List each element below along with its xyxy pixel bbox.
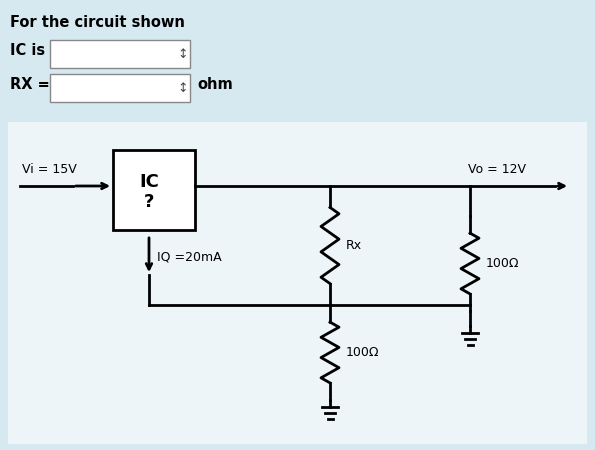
Text: Rx: Rx bbox=[346, 239, 362, 252]
Bar bbox=[113, 150, 195, 230]
Text: 100Ω: 100Ω bbox=[486, 257, 519, 270]
Text: IC: IC bbox=[139, 173, 159, 191]
Bar bbox=[50, 74, 190, 102]
Text: For the circuit shown: For the circuit shown bbox=[10, 15, 185, 30]
Text: IC is: IC is bbox=[10, 43, 45, 58]
Text: ↕: ↕ bbox=[178, 48, 188, 60]
Text: Vo = 12V: Vo = 12V bbox=[468, 163, 526, 176]
Text: IQ =20mA: IQ =20mA bbox=[157, 251, 221, 264]
Text: RX =: RX = bbox=[10, 77, 50, 92]
Bar bbox=[8, 122, 587, 444]
Text: ?: ? bbox=[144, 193, 154, 211]
Text: ohm: ohm bbox=[197, 77, 233, 92]
Text: 100Ω: 100Ω bbox=[346, 346, 380, 359]
Bar bbox=[50, 40, 190, 68]
Text: Vi = 15V: Vi = 15V bbox=[22, 163, 77, 176]
Text: ↕: ↕ bbox=[178, 81, 188, 94]
